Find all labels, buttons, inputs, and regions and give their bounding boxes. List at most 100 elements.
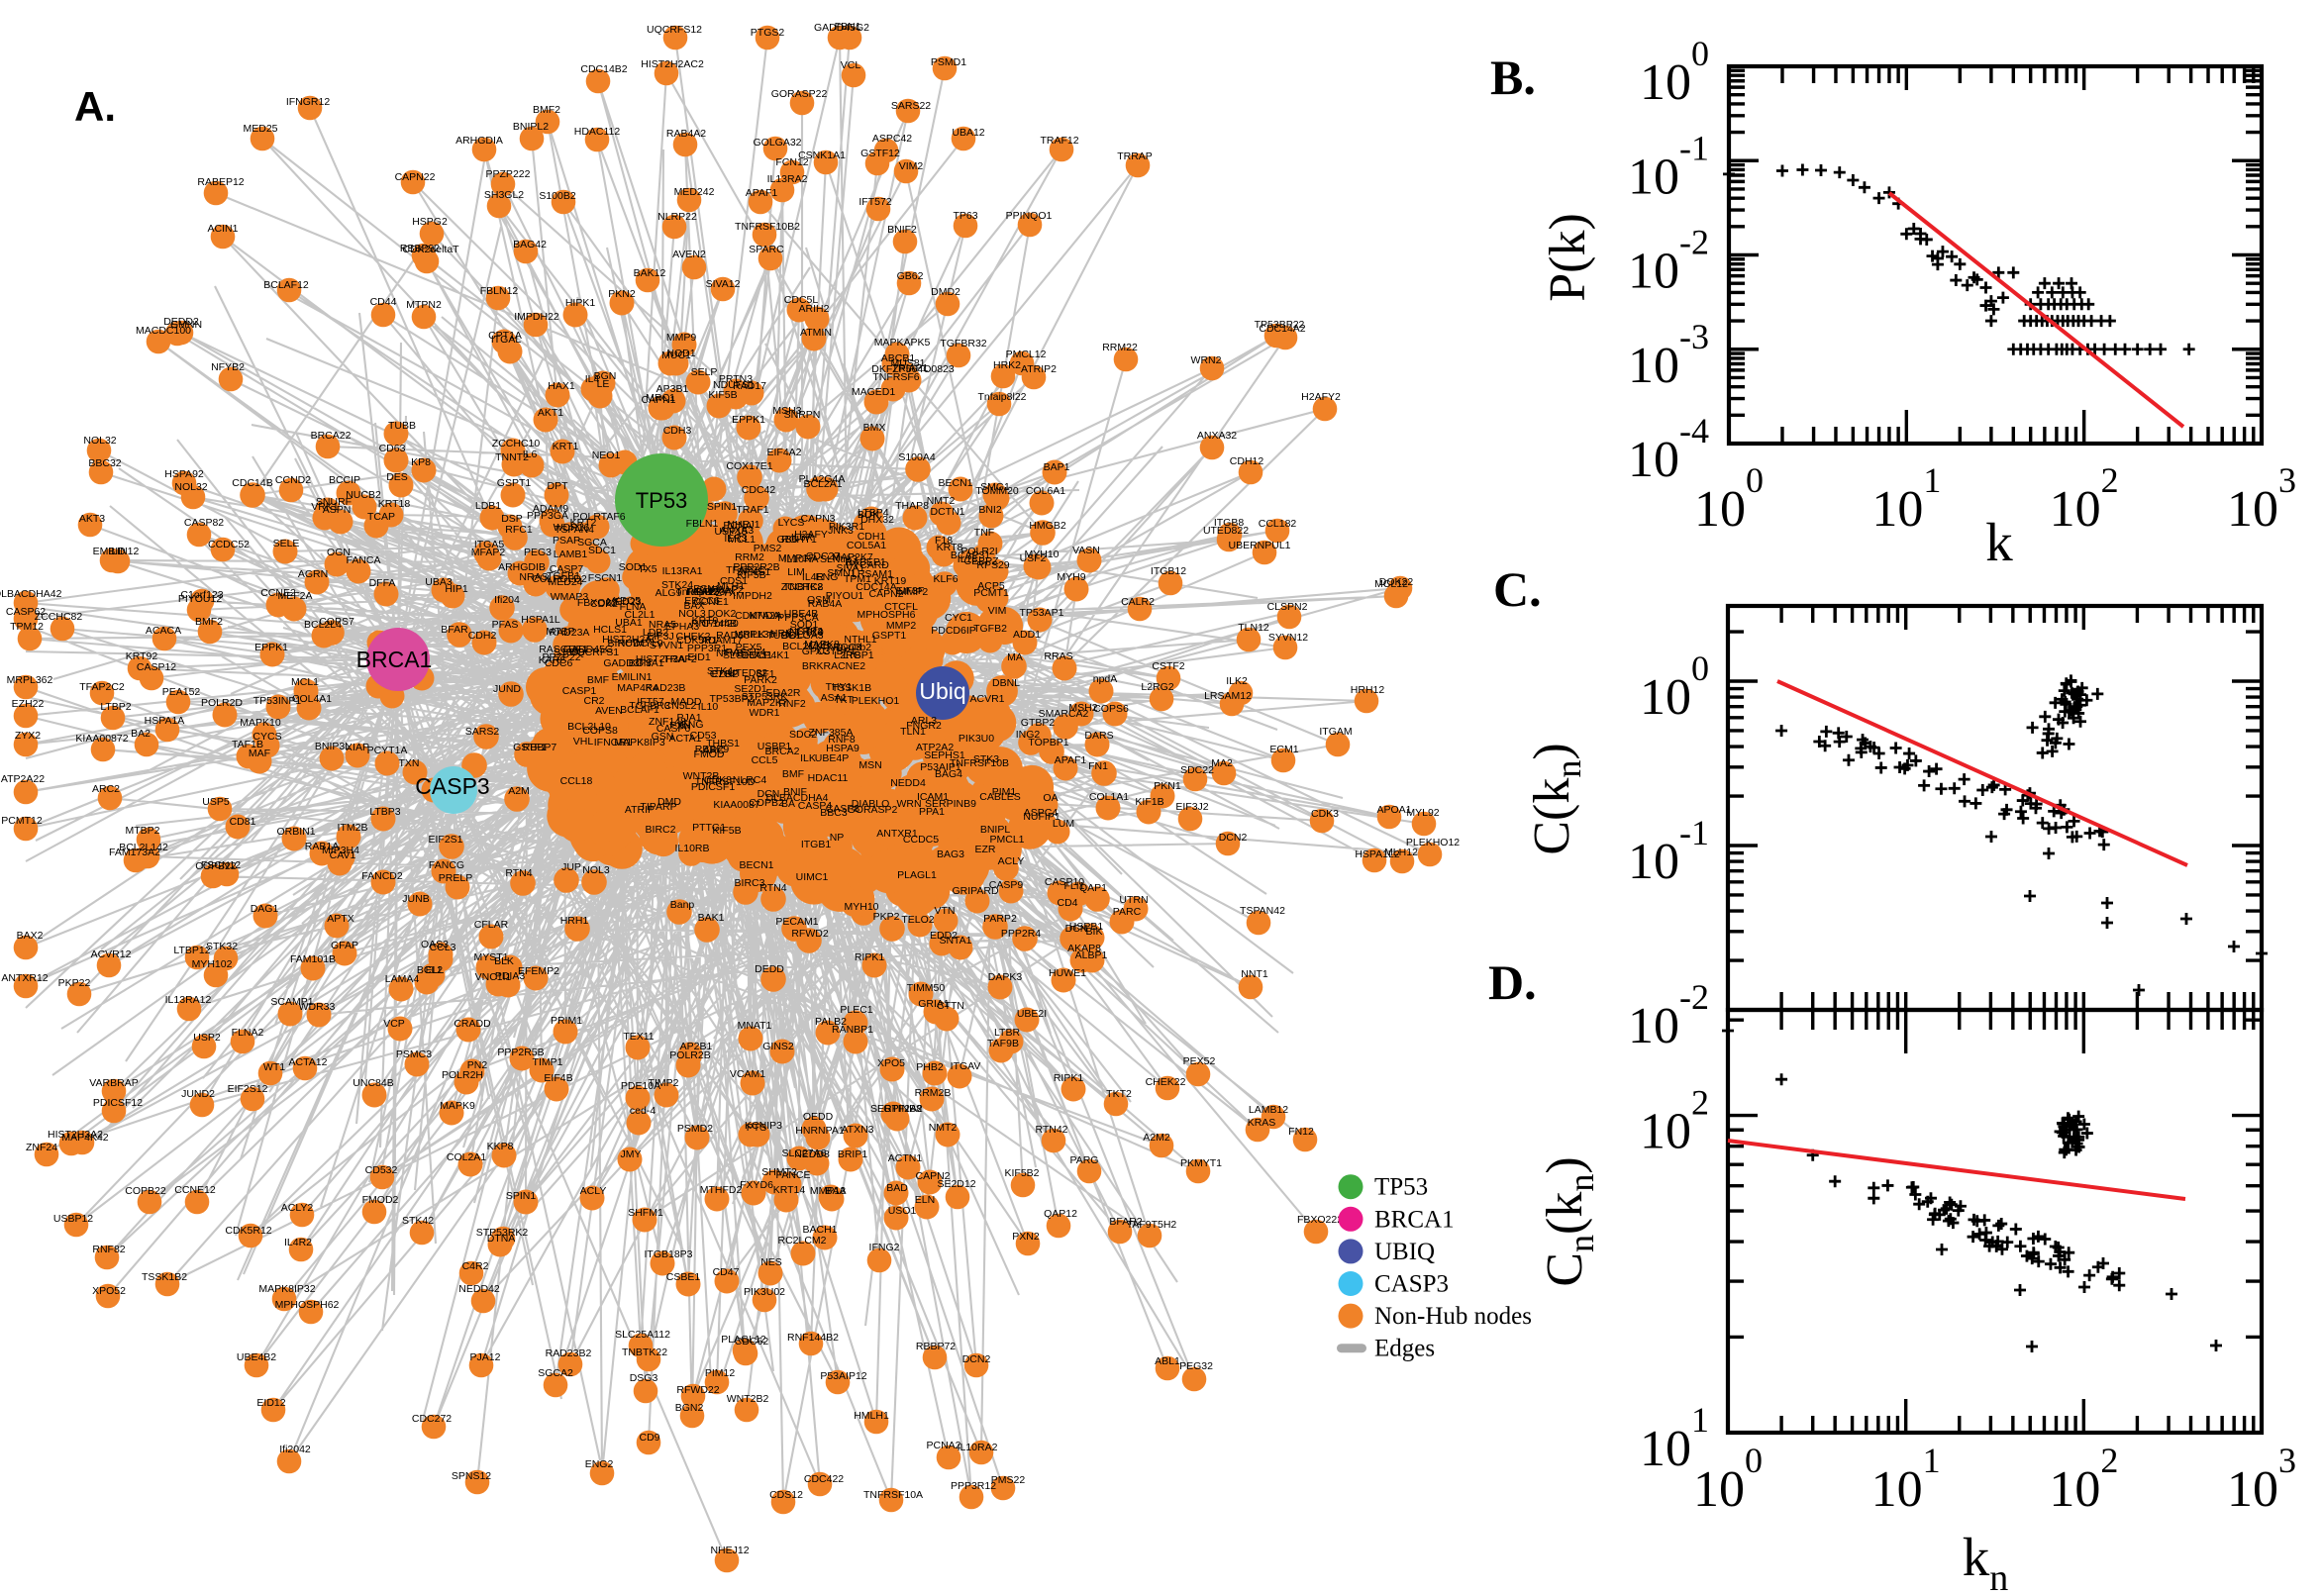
svg-text:KIF5B2: KIF5B2 (1004, 1167, 1039, 1179)
svg-text:MA: MA (1007, 651, 1023, 663)
svg-text:BMX: BMX (863, 422, 886, 434)
svg-text:JMY: JMY (621, 1148, 642, 1160)
svg-text:TP53: TP53 (636, 488, 688, 513)
svg-text:SPIN1: SPIN1 (707, 501, 738, 513)
svg-text:CHEK22: CHEK22 (1146, 1076, 1186, 1088)
svg-text:FN12: FN12 (1288, 1126, 1314, 1138)
svg-text:CYCS: CYCS (252, 731, 281, 743)
svg-text:VRK1: VRK1 (311, 501, 339, 513)
svg-text:BAP1: BAP1 (1044, 461, 1070, 473)
svg-text:IL13RA1: IL13RA1 (662, 565, 703, 577)
svg-text:VCL: VCL (841, 59, 861, 71)
svg-text:HDAC11: HDAC11 (808, 772, 849, 784)
svg-text:POLR2D: POLR2D (201, 697, 243, 709)
svg-text:APTX: APTX (327, 913, 354, 925)
svg-text:KCNIP3: KCNIP3 (745, 1120, 782, 1132)
svg-text:WMAP3: WMAP3 (551, 591, 589, 603)
svg-text:PRTN3: PRTN3 (719, 373, 753, 385)
svg-text:KRAS: KRAS (1248, 1117, 1276, 1129)
svg-text:SPNS12: SPNS12 (452, 1470, 491, 1482)
svg-text:MFAP2: MFAP2 (471, 547, 506, 558)
svg-text:VASN: VASN (1072, 545, 1100, 556)
svg-text:NHEJ12: NHEJ12 (710, 1545, 749, 1556)
svg-text:PIM1: PIM1 (992, 786, 1017, 798)
svg-text:MED242: MED242 (674, 186, 715, 198)
svg-text:RAB4A2: RAB4A2 (666, 128, 706, 140)
svg-text:IMPDH22: IMPDH22 (514, 311, 559, 323)
svg-text:JUND: JUND (493, 683, 521, 695)
svg-text:F18: F18 (935, 535, 953, 547)
svg-text:ACLY: ACLY (998, 855, 1025, 867)
svg-text:CCND2: CCND2 (275, 474, 311, 486)
svg-text:LDB2: LDB2 (643, 627, 668, 639)
svg-text:KIAA0087: KIAA0087 (713, 799, 759, 811)
svg-text:DAG1: DAG1 (251, 903, 279, 915)
svg-text:PTGS2: PTGS2 (751, 27, 785, 39)
svg-text:ERCC6: ERCC6 (684, 595, 720, 607)
svg-text:MAPK10: MAPK10 (240, 717, 281, 729)
svg-text:RBBP9: RBBP9 (695, 744, 730, 755)
svg-text:CDH12: CDH12 (1230, 455, 1264, 467)
svg-text:WT1: WT1 (263, 1061, 285, 1073)
svg-text:ZNF24: ZNF24 (26, 1142, 57, 1153)
svg-text:STK42: STK42 (402, 1215, 434, 1227)
svg-text:VTN: VTN (935, 905, 956, 917)
svg-text:TCAP: TCAP (367, 511, 395, 523)
svg-text:FMOD2: FMOD2 (362, 1194, 399, 1206)
svg-text:A2M2: A2M2 (1143, 1132, 1170, 1144)
svg-text:POLR2B: POLR2B (669, 1049, 710, 1061)
svg-text:MNAT1: MNAT1 (738, 1020, 772, 1032)
svg-text:SHFM1: SHFM1 (628, 1207, 663, 1219)
svg-text:RRM22: RRM22 (1102, 342, 1138, 353)
svg-text:BAX2: BAX2 (17, 930, 44, 942)
svg-text:EIF4A2: EIF4A2 (766, 447, 801, 458)
svg-text:CASP4: CASP4 (798, 800, 833, 812)
svg-text:MPHOSPH6: MPHOSPH6 (858, 609, 916, 621)
svg-text:HSPA1A: HSPA1A (145, 715, 185, 727)
svg-text:IL6: IL6 (523, 449, 538, 460)
svg-text:ZYX2: ZYX2 (15, 730, 41, 742)
svg-text:BA: BA (781, 798, 795, 810)
svg-text:BRIP1: BRIP1 (838, 1148, 868, 1160)
svg-text:CAPN22: CAPN22 (395, 171, 436, 183)
svg-text:STK32: STK32 (206, 941, 238, 952)
svg-text:BAG3: BAG3 (937, 848, 964, 860)
svg-text:LYCS: LYCS (778, 517, 805, 529)
svg-text:SERPINB9: SERPINB9 (925, 798, 976, 810)
svg-text:CASP9: CASP9 (989, 879, 1024, 891)
svg-text:EPPK1: EPPK1 (254, 642, 288, 653)
svg-text:ACLY: ACLY (580, 1185, 607, 1197)
svg-text:XIAP: XIAP (346, 742, 369, 753)
svg-text:FLNA2: FLNA2 (232, 1027, 264, 1039)
svg-text:PEG32: PEG32 (1179, 1360, 1213, 1372)
svg-text:BRCA1: BRCA1 (356, 647, 433, 672)
svg-text:HRK2: HRK2 (993, 359, 1021, 371)
svg-text:DSG3: DSG3 (630, 1372, 658, 1384)
svg-text:PIYOU1: PIYOU1 (826, 590, 864, 602)
svg-text:BIRC2: BIRC2 (646, 824, 676, 836)
svg-text:k: k (1985, 512, 2013, 572)
svg-text:MMP17: MMP17 (778, 552, 814, 564)
svg-text:DHX32: DHX32 (860, 514, 894, 526)
svg-text:TEX11: TEX11 (623, 1031, 654, 1043)
svg-text:ADAM17: ADAM17 (701, 635, 743, 647)
svg-text:KRT14: KRT14 (773, 1184, 806, 1196)
svg-text:ENG2: ENG2 (585, 1458, 614, 1470)
svg-text:CASP3: CASP3 (415, 773, 489, 799)
svg-text:BAK12: BAK12 (634, 267, 666, 279)
svg-text:RNF144B2: RNF144B2 (787, 1332, 839, 1344)
svg-text:MED24: MED24 (548, 576, 582, 588)
svg-text:A2M: A2M (508, 785, 530, 797)
svg-text:SNTA1: SNTA1 (939, 935, 971, 947)
svg-text:RNF2: RNF2 (778, 698, 806, 710)
svg-text:NOL3: NOL3 (582, 864, 610, 876)
svg-text:ZNF385A: ZNF385A (809, 727, 854, 739)
svg-text:HSPA92: HSPA92 (164, 468, 204, 480)
svg-text:MUC1: MUC1 (661, 349, 691, 361)
svg-text:GFAP: GFAP (331, 940, 358, 951)
svg-text:EPPK1: EPPK1 (732, 414, 765, 426)
svg-text:GINS2: GINS2 (762, 1041, 794, 1052)
svg-text:MAF: MAF (249, 748, 270, 759)
svg-text:PKN1: PKN1 (1154, 780, 1181, 792)
svg-text:FANCA: FANCA (346, 554, 380, 566)
